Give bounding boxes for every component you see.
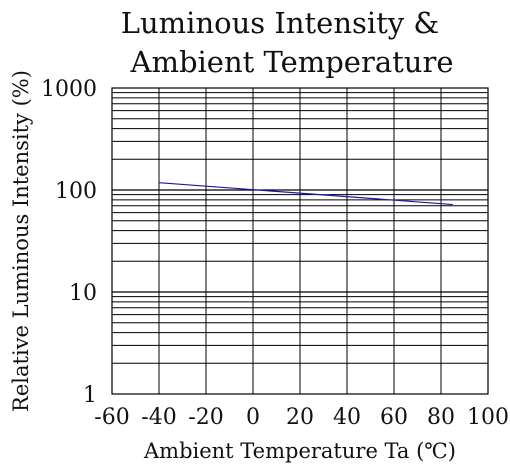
series-layer	[158, 182, 453, 206]
x-tick-label: 20	[286, 405, 314, 430]
y-axis-label: Relative Luminous Intensity (%)	[9, 70, 33, 412]
y-tick-label: 1	[83, 383, 97, 408]
x-tick-label: -40	[141, 405, 176, 430]
x-tick-label: 40	[333, 405, 361, 430]
x-tick-label: -20	[188, 405, 223, 430]
y-tick-label: 10	[69, 281, 97, 306]
x-tick-label: 0	[246, 405, 260, 430]
chart-title-line-2: Ambient Temperature	[130, 45, 454, 79]
x-tick-label: 80	[427, 405, 455, 430]
grid	[112, 88, 488, 394]
series-line-0	[158, 182, 453, 206]
x-axis-label: Ambient Temperature Ta (℃)	[143, 439, 456, 463]
tick-labels: -60 -40 -20 0 20 40 60 80 100 1 10 100 1000	[41, 77, 509, 430]
x-tick-label: 60	[380, 405, 408, 430]
x-tick-label: -60	[94, 405, 129, 430]
chart-title-line-1: Luminous Intensity &	[121, 6, 439, 40]
y-tick-label: 100	[55, 179, 97, 204]
x-tick-label: 100	[467, 405, 509, 430]
y-tick-label: 1000	[41, 77, 97, 102]
